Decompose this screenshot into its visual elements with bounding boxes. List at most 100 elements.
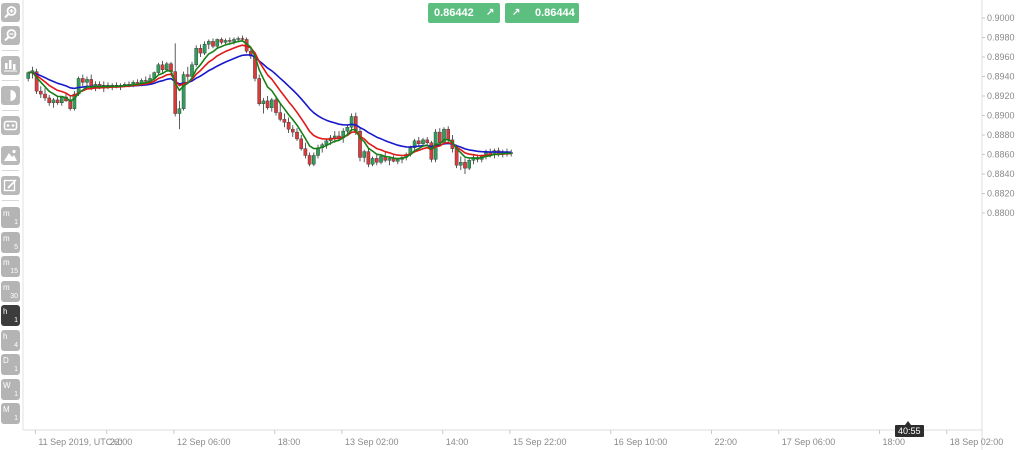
price-tick-label: 0.8800	[987, 208, 1015, 218]
toolbar-divider	[2, 110, 19, 111]
candle-body	[278, 112, 283, 120]
time-tick-label: 22:00	[715, 437, 738, 447]
countdown-pointer	[905, 421, 911, 425]
time-tick-label: 13 Sep 02:00	[345, 437, 399, 447]
timeframe-number: 30	[10, 292, 18, 300]
toolbar-divider	[2, 170, 19, 171]
price-tick-label: 0.8900	[987, 111, 1015, 121]
candle-body	[173, 71, 178, 114]
candle-body	[143, 80, 148, 82]
candle-body	[227, 40, 232, 42]
theme-icon[interactable]	[1, 86, 20, 105]
candle-body	[412, 140, 417, 148]
candle-body	[417, 140, 421, 144]
price-tick-label: 0.8980	[987, 33, 1015, 43]
candle-body	[215, 39, 220, 47]
indicators-icon[interactable]	[1, 56, 20, 75]
candle-body	[72, 93, 77, 109]
candle-body	[34, 71, 39, 92]
timeframe-number: 1	[14, 317, 18, 324]
candle-body	[265, 100, 270, 108]
timeframe-unit: h	[3, 331, 8, 341]
candle-body	[198, 48, 203, 54]
candle-body	[463, 162, 467, 169]
zoom-out-icon[interactable]	[1, 26, 20, 45]
edit-icon[interactable]	[1, 176, 20, 195]
buy-button[interactable]: ↗ 0.86444	[505, 3, 579, 23]
candle-body	[358, 130, 362, 158]
time-tick-label: 18:00	[883, 437, 906, 447]
candle-body	[429, 142, 434, 160]
candle-body	[43, 93, 47, 99]
toolbar-divider	[2, 50, 19, 51]
candle-body	[270, 99, 274, 108]
timeframe-m15-button[interactable]: m 15	[1, 256, 20, 277]
candle-body	[312, 155, 316, 165]
time-tick-label: 17 Sep 06:00	[782, 437, 836, 447]
time-tick-label: 11 Sep 2019, UTC+0	[38, 437, 122, 447]
candle-body	[164, 63, 169, 70]
zoom-in-icon[interactable]	[1, 3, 20, 22]
price-tick-label: 0.8940	[987, 72, 1015, 82]
time-tick-label: 22:00	[110, 437, 133, 447]
candle-body	[349, 116, 354, 128]
candle-body	[248, 50, 253, 57]
candle-body	[206, 41, 211, 45]
timeframe-unit: W	[3, 380, 11, 390]
candle-body	[223, 40, 228, 43]
sell-button[interactable]: 0.86442 ↗	[428, 3, 500, 23]
candle-body	[68, 100, 72, 109]
candle-body	[236, 38, 241, 40]
sell-price: 0.86442	[434, 7, 474, 19]
timeframe-number: 4	[14, 341, 18, 349]
timeframe-m30-button[interactable]: m 30	[1, 280, 20, 302]
chart-type-icon[interactable]	[1, 116, 20, 135]
price-tick-label: 0.8880	[987, 130, 1015, 140]
candle-body	[425, 139, 430, 143]
time-tick-label: 15 Sep 22:00	[513, 437, 567, 447]
price-tick-label: 0.8860	[987, 150, 1015, 160]
image-icon[interactable]	[1, 146, 20, 165]
candle-body	[85, 79, 89, 83]
candle-body	[307, 155, 312, 165]
candle-body	[261, 100, 266, 104]
candle-body	[454, 148, 459, 166]
candle-body	[438, 131, 442, 143]
candle-body	[274, 99, 278, 113]
candle-body	[232, 39, 236, 42]
candle-body	[80, 78, 85, 83]
candle-body	[366, 151, 371, 165]
candle-body	[156, 64, 161, 73]
candle-body	[60, 96, 64, 104]
candle-body	[51, 99, 56, 104]
candle-body	[39, 90, 43, 95]
candle-body	[362, 151, 367, 158]
time-tick-label: 18:00	[278, 437, 301, 447]
price-axis: 0.9000 0.8980 0.8960 0.8940 0.8920 0.8900 0.88…	[982, 13, 1015, 218]
price-tick-label: 0.8920	[987, 91, 1015, 101]
candle-body	[295, 131, 299, 140]
candle-body	[240, 38, 245, 40]
candle-body	[299, 138, 304, 149]
candlestick-series	[26, 35, 514, 174]
candle-body	[370, 158, 375, 165]
candle-body	[26, 72, 31, 79]
time-axis: 11 Sep 2019, UTC+022:00 12 Sep 06:00 18:00…	[34, 421, 1003, 447]
ma-fast-line	[28, 39, 512, 160]
candle-body	[282, 119, 287, 123]
candle-body	[202, 44, 207, 54]
left-toolbar: m 1 m 5 m 15 m 30 h 1 h 4 D 1 W 1 M 1	[0, 0, 22, 450]
timeframe-unit: M	[3, 405, 10, 414]
candle-body	[181, 74, 186, 109]
candle-body	[396, 159, 400, 162]
candle-body	[185, 74, 190, 77]
candle-body	[194, 48, 199, 65]
